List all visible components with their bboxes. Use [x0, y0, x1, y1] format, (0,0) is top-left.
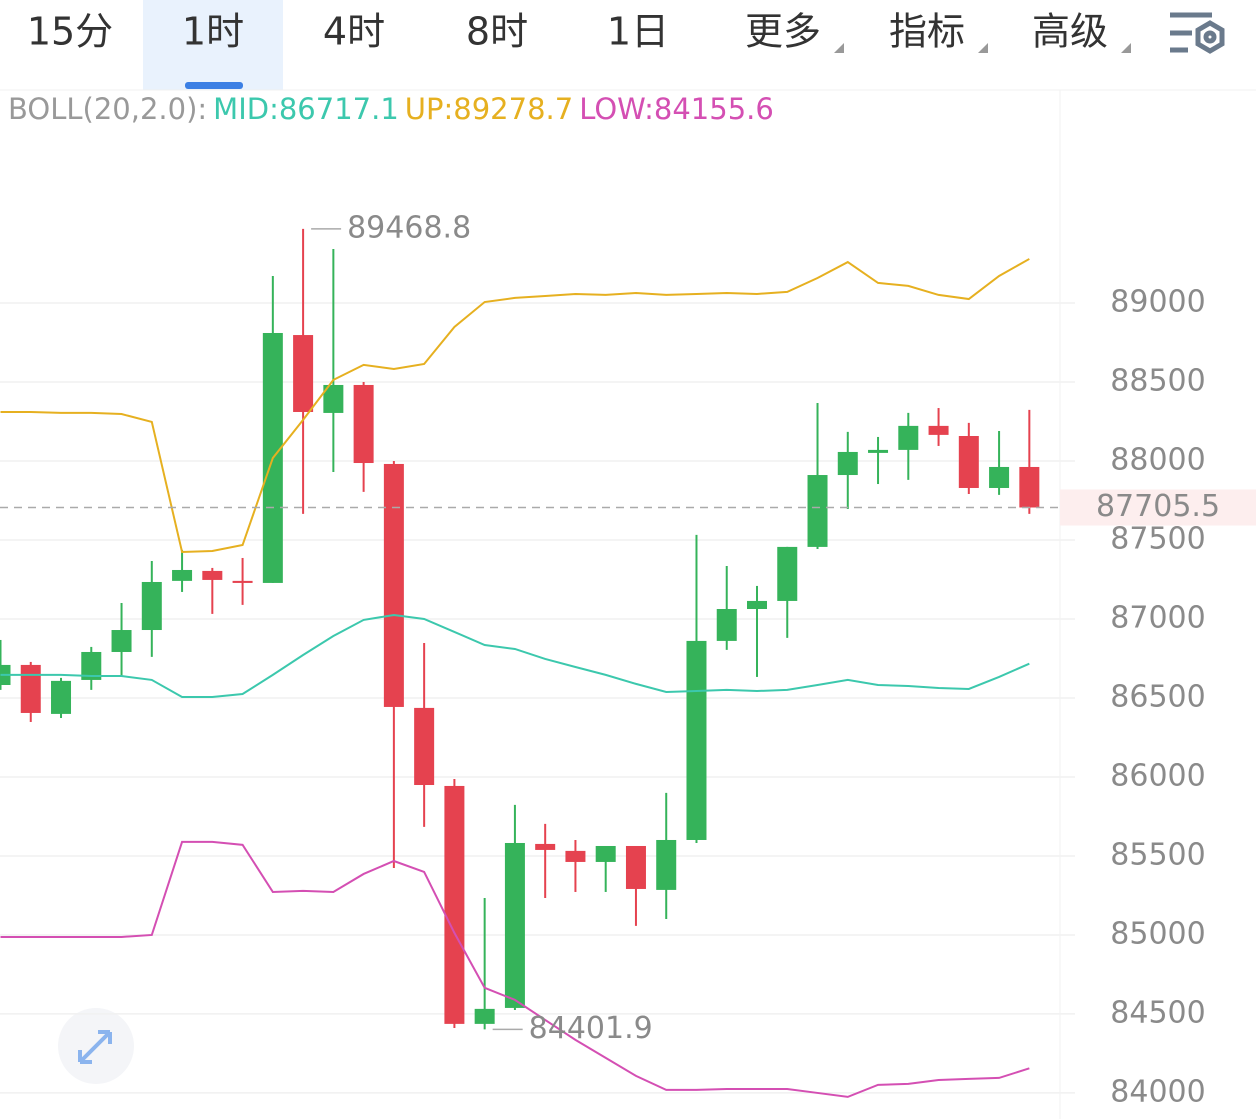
candle-body [81, 651, 102, 680]
candle-body [202, 570, 223, 580]
candle-body [293, 335, 314, 412]
y-tick-label: 88000 [1110, 442, 1205, 477]
legend-item: BOLL(20,2.0): [8, 92, 207, 126]
candle-body [716, 609, 737, 641]
y-tick-label: 85000 [1110, 916, 1205, 951]
y-tick-label: 88500 [1110, 363, 1205, 398]
y-tick-label: 85500 [1110, 837, 1205, 872]
candle-body [625, 845, 646, 889]
candle-body [595, 845, 616, 862]
candle-body [989, 466, 1010, 488]
candle-body [686, 640, 707, 840]
boll-line [0, 840, 1030, 1098]
tab-label[interactable]: 8时 [466, 10, 528, 54]
legend-item: MID:86717.1 [213, 92, 399, 126]
candle-body [232, 580, 253, 583]
candle-body [535, 843, 556, 850]
candle-body [565, 850, 586, 862]
candle-body [172, 569, 193, 581]
expand-button[interactable] [58, 1008, 134, 1084]
y-tick-label: 87500 [1110, 521, 1205, 556]
candle-body [111, 630, 132, 652]
tab-label[interactable]: 更多 [745, 10, 821, 54]
candle-body [323, 384, 344, 413]
y-tick-label: 84000 [1110, 1074, 1205, 1109]
legend-item: UP:89278.7 [405, 92, 573, 126]
candle-body [20, 664, 41, 713]
min-price-label: 84401.9 [529, 1011, 653, 1046]
tab-label[interactable]: 1时 [182, 10, 244, 54]
candle-body [504, 842, 525, 1008]
last-price-label: 87705.5 [1096, 489, 1220, 524]
dropdown-triangle [1121, 43, 1131, 53]
settings-icon[interactable] [1170, 12, 1225, 54]
selected-tab-indicator [185, 82, 243, 89]
y-tick-label: 87000 [1110, 600, 1205, 635]
boll-line [0, 613, 1030, 699]
last-price-bg [1060, 489, 1256, 526]
candle-body [837, 451, 858, 476]
dropdown-triangle [978, 43, 988, 53]
candle-body [747, 600, 767, 610]
candle-body [1019, 466, 1040, 508]
tab-label[interactable]: 指标 [889, 10, 965, 54]
y-tick-label: 86500 [1110, 679, 1205, 714]
y-tick-label: 89000 [1110, 284, 1205, 319]
candle-body [383, 463, 404, 707]
tab-label[interactable]: 1日 [607, 10, 669, 54]
legend-item: LOW:84155.6 [579, 92, 774, 126]
boll-line [0, 258, 1030, 553]
dropdown-triangle [834, 43, 844, 53]
y-tick-label: 86000 [1110, 758, 1205, 793]
candle-body [474, 1008, 495, 1024]
selected-tab-bg [143, 0, 283, 90]
candle-body [414, 707, 435, 786]
candle-body [958, 436, 979, 488]
tab-label[interactable]: 高级 [1032, 10, 1108, 54]
candle-body [353, 384, 374, 464]
candle-body [141, 581, 162, 631]
expand-icon [78, 1030, 112, 1064]
candle-body [928, 425, 949, 435]
tab-label[interactable]: 4时 [323, 10, 385, 54]
candle-body [444, 785, 465, 1024]
candle-body [656, 839, 677, 890]
candle-body [51, 680, 72, 714]
indicator-legend: BOLL(20,2.0): MID:86717.1 UP:89278.7 LOW:84… [8, 92, 774, 126]
candle-body [777, 546, 798, 601]
y-tick-label: 84500 [1110, 995, 1205, 1030]
candle-body [898, 425, 919, 450]
candle-body [807, 475, 828, 547]
tab-bar [0, 0, 1256, 91]
tab-label[interactable]: 15分 [27, 10, 113, 54]
candle-body [868, 449, 889, 453]
max-price-label: 89468.8 [347, 210, 471, 245]
